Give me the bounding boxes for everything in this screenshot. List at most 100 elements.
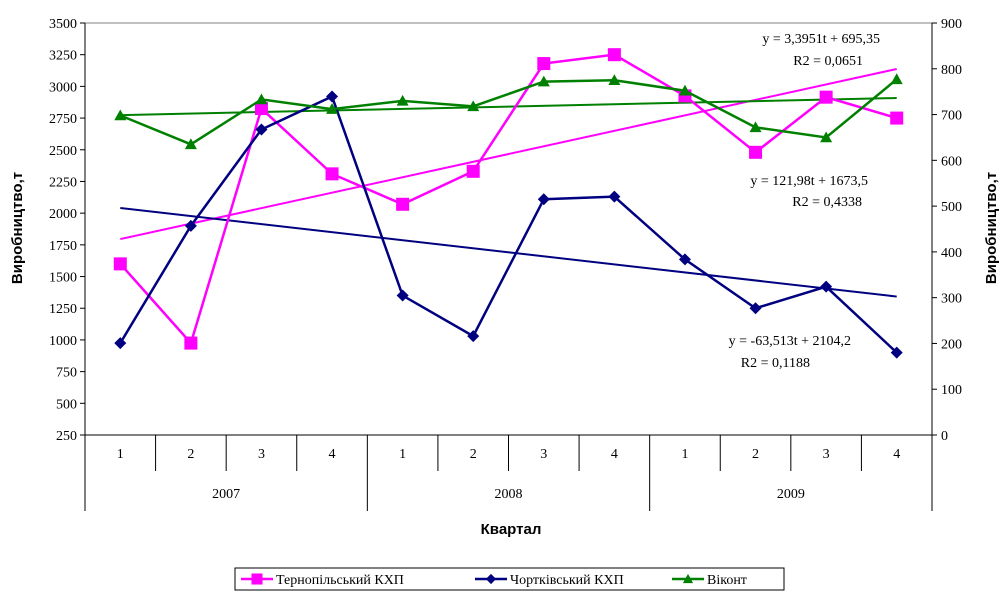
data-point-чортківський-кхп: [890, 346, 903, 359]
legend-marker-тернопільський-кхп: [251, 573, 263, 585]
y-left-tick-label: 3500: [49, 17, 77, 32]
x-tick-label: 4: [611, 447, 618, 462]
trend-equation-ternopil: y = 121,98t + 1673,5: [750, 174, 868, 189]
y-left-tick-label: 2750: [49, 112, 77, 127]
y-axis-title-left: Виробництво,т: [9, 172, 26, 284]
data-point-тернопільський-кхп: [466, 164, 480, 178]
trend-r2-vikont: R2 = 0,0651: [793, 54, 863, 69]
legend-box: [234, 567, 785, 591]
x-tick-label: 2: [470, 447, 477, 462]
y-right-tick-label: 700: [941, 109, 962, 124]
data-point-чортківський-кхп: [114, 337, 127, 350]
data-point-віконт: [608, 74, 621, 86]
x-tick-label: 1: [681, 447, 688, 462]
y-left-tick-label: 2000: [49, 207, 77, 222]
y-left-tick-label: 3250: [49, 49, 77, 64]
x-year-label: 2007: [212, 487, 240, 502]
y-left-tick-label: 2500: [49, 144, 77, 159]
data-point-чортківський-кхп: [678, 253, 691, 266]
data-point-віконт: [749, 121, 762, 133]
y-right-tick-label: 100: [941, 383, 962, 398]
data-point-чортківський-кхп: [467, 330, 480, 343]
data-point-віконт: [184, 138, 197, 150]
y-left-tick-label: 750: [56, 366, 77, 381]
data-point-тернопільський-кхп: [396, 197, 410, 211]
data-point-тернопільський-кхп: [113, 257, 127, 271]
data-point-тернопільський-кхп: [184, 336, 198, 350]
data-point-чортківський-кхп: [608, 190, 621, 203]
y-right-tick-label: 800: [941, 63, 962, 78]
x-axis-title: Квартал: [481, 521, 542, 538]
trend-r2-chortkiv: R2 = 0,1188: [741, 356, 810, 371]
y-right-tick-label: 400: [941, 246, 962, 261]
y-right-tick-label: 200: [941, 337, 962, 352]
x-tick-label: 2: [752, 447, 759, 462]
legend-marker-чортківський-кхп: [485, 573, 497, 585]
y-left-tick-label: 1750: [49, 239, 77, 254]
data-point-чортківський-кхп: [396, 289, 409, 302]
data-point-чортківський-кхп: [184, 219, 197, 232]
y-right-tick-label: 0: [941, 429, 948, 444]
legend-label-чортківський-кхп: Чортківський КХП: [510, 573, 624, 588]
data-point-віконт: [467, 100, 480, 112]
y-axis-title-right: Виробництво,т: [983, 172, 1000, 284]
trend-lines: [120, 68, 897, 298]
x-tick-label: 3: [258, 447, 265, 462]
data-point-тернопільський-кхп: [749, 145, 763, 159]
data-point-віконт: [890, 73, 903, 85]
y-right-tick-label: 300: [941, 292, 962, 307]
y-right-tick-label: 500: [941, 200, 962, 215]
data-point-віконт: [537, 75, 550, 87]
trend-line-віконт: [120, 97, 897, 117]
x-tick-label: 2: [187, 447, 194, 462]
trend-line-тернопільський-кхп: [120, 68, 897, 241]
y-left-tick-label: 1000: [49, 334, 77, 349]
x-year-label: 2008: [495, 487, 523, 502]
x-tick-label: 4: [893, 447, 900, 462]
plot-area-border: [84, 22, 933, 436]
legend-label-тернопільський-кхп: Тернопільський КХП: [276, 573, 404, 588]
x-tick-label: 4: [329, 447, 336, 462]
y-left-tick-label: 1500: [49, 271, 77, 286]
data-point-віконт: [255, 93, 268, 105]
series-lines: [113, 48, 904, 359]
legend-marker-віконт: [682, 573, 694, 584]
data-point-тернопільський-кхп: [607, 48, 621, 62]
data-point-тернопільський-кхп: [890, 111, 904, 125]
trend-line-чортківський-кхп: [120, 207, 897, 298]
data-point-чортківський-кхп: [749, 302, 762, 315]
data-point-чортківський-кхп: [326, 90, 339, 103]
x-year-label: 2009: [777, 487, 805, 502]
y-left-tick-label: 1250: [49, 302, 77, 317]
y-right-tick-label: 600: [941, 154, 962, 169]
trend-equations: y = 3,3951t + 695,35 R2 = 0,0651 y = 121…: [729, 32, 880, 371]
data-point-віконт: [114, 109, 127, 121]
series-line-віконт: [119, 78, 898, 146]
data-point-чортківський-кхп: [255, 123, 268, 136]
trend-equation-vikont: y = 3,3951t + 695,35: [762, 32, 880, 47]
data-point-чортківський-кхп: [820, 280, 833, 293]
series-line-чортківський-кхп: [119, 94, 898, 354]
data-point-віконт: [326, 103, 339, 114]
data-point-віконт: [820, 131, 833, 143]
axes: 2505007501000125015001750200022502500275…: [49, 17, 962, 511]
legend-label-віконт: Віконт: [707, 573, 747, 588]
x-tick-label: 1: [399, 447, 406, 462]
trend-equation-chortkiv: y = -63,513t + 2104,2: [729, 334, 851, 349]
y-right-tick-label: 900: [941, 17, 962, 32]
x-tick-label: 1: [117, 447, 124, 462]
data-point-тернопільський-кхп: [325, 167, 339, 181]
y-left-tick-label: 3000: [49, 80, 77, 95]
trend-r2-ternopil: R2 = 0,4338: [792, 195, 862, 210]
data-point-тернопільський-кхп: [537, 57, 551, 71]
data-point-віконт: [396, 94, 409, 106]
legend: Тернопільський КХП Чортківський КХП Віконт: [234, 567, 785, 591]
data-point-тернопільський-кхп: [254, 102, 268, 116]
data-point-тернопільський-кхп: [819, 90, 833, 104]
data-point-чортківський-кхп: [537, 193, 550, 206]
x-tick-label: 3: [540, 447, 547, 462]
y-left-tick-label: 250: [56, 429, 77, 444]
x-tick-label: 3: [823, 447, 830, 462]
data-point-віконт: [678, 84, 691, 96]
